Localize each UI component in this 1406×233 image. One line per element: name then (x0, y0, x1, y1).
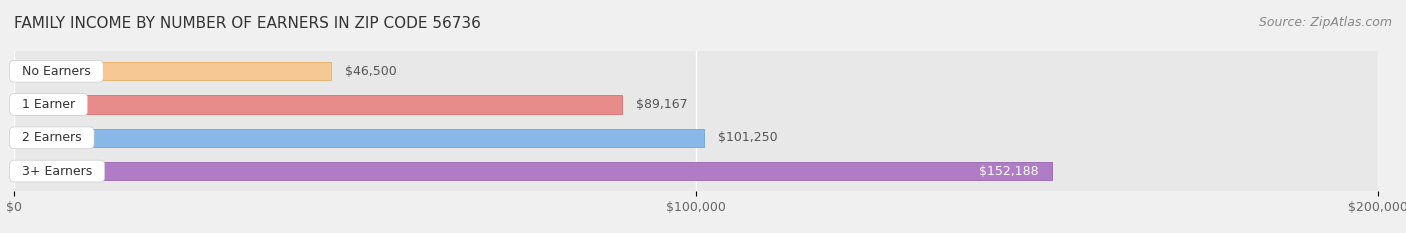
Bar (14, 162, 1052, 180)
Bar (14, 129, 704, 147)
Text: $101,250: $101,250 (718, 131, 778, 144)
Text: $152,188: $152,188 (979, 164, 1038, 178)
Text: 1 Earner: 1 Earner (14, 98, 83, 111)
Bar (14, 62, 332, 80)
Text: $46,500: $46,500 (344, 65, 396, 78)
Text: $89,167: $89,167 (636, 98, 688, 111)
Text: Source: ZipAtlas.com: Source: ZipAtlas.com (1258, 16, 1392, 29)
Text: No Earners: No Earners (14, 65, 98, 78)
Bar (14, 95, 621, 114)
Text: FAMILY INCOME BY NUMBER OF EARNERS IN ZIP CODE 56736: FAMILY INCOME BY NUMBER OF EARNERS IN ZI… (14, 16, 481, 31)
Text: 2 Earners: 2 Earners (14, 131, 90, 144)
Text: 3+ Earners: 3+ Earners (14, 164, 100, 178)
